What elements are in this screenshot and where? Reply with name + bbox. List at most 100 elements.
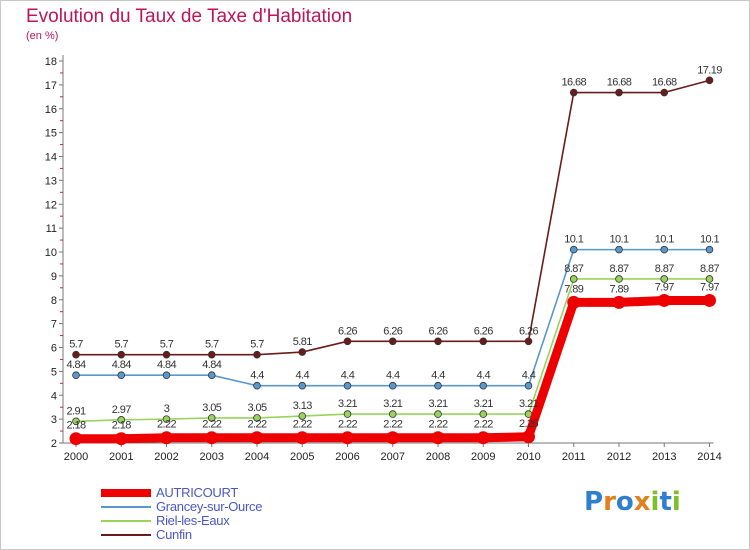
data-point-autricourt: [522, 430, 535, 444]
data-point-grancey-sur-ource: [162, 371, 171, 379]
data-label-grancey-sur-ource: 4.4: [296, 370, 310, 382]
legend-item-cunfin: Cunfin: [101, 528, 361, 542]
data-label-cunfin: 5.7: [115, 339, 129, 351]
data-point-cunfin: [479, 337, 488, 346]
data-label-riel-les-eaux: 3.13: [293, 400, 312, 412]
data-point-cunfin: [162, 350, 171, 359]
data-label-riel-les-eaux: 3.05: [202, 402, 221, 414]
data-point-riel-les-eaux: [298, 412, 307, 420]
data-point-grancey-sur-ource: [434, 381, 442, 390]
data-label-cunfin: 17.19: [697, 64, 722, 76]
data-label-grancey-sur-ource: 10.1: [609, 234, 628, 246]
data-label-autricourt: 2.22: [338, 419, 357, 431]
logo-letter: x: [633, 487, 651, 517]
logo-letter: i: [650, 487, 660, 517]
data-label-riel-les-eaux: 3.21: [383, 398, 402, 410]
data-label-cunfin: 16.68: [607, 77, 632, 89]
data-label-autricourt: 2.18: [112, 420, 131, 432]
logo-letter: i: [671, 487, 681, 517]
logo-letter: o: [615, 487, 634, 517]
data-point-autricourt: [567, 295, 581, 309]
data-point-cunfin: [343, 337, 352, 346]
data-label-riel-les-eaux: 3.05: [247, 402, 266, 414]
line-chart: 2 3 4 5 6 7 8 9 10 11 12 13 14 15 16 17 18 2000 2001 2002 20…: [45, 55, 723, 463]
x-tick-label: 2010: [516, 451, 540, 463]
data-label-cunfin: 16.68: [561, 77, 586, 89]
data-label-grancey-sur-ource: 4.4: [341, 370, 355, 382]
data-point-riel-les-eaux: [660, 275, 669, 283]
data-point-riel-les-eaux: [479, 410, 488, 418]
legend-swatch-riel-les-eaux: [101, 520, 151, 522]
x-tick-label: 2008: [426, 451, 450, 463]
data-label-grancey-sur-ource: 4.4: [250, 370, 264, 382]
data-point-autricourt: [205, 431, 219, 445]
y-tick-label: 10: [45, 247, 57, 259]
y-tick-label: 11: [46, 223, 57, 235]
data-point-grancey-sur-ource: [207, 371, 216, 379]
y-tick-label: 18: [45, 56, 57, 68]
data-label-grancey-sur-ource: 10.1: [655, 234, 674, 246]
y-tick-label: 13: [45, 175, 57, 187]
data-label-cunfin: 6.26: [428, 325, 447, 337]
x-tick-label: 2005: [290, 451, 314, 463]
x-tick-label: 2002: [154, 451, 178, 463]
data-point-riel-les-eaux: [615, 275, 623, 283]
x-tick-label: 2007: [381, 451, 405, 463]
data-point-grancey-sur-ource: [117, 371, 126, 379]
x-tick-label: 2006: [335, 451, 359, 463]
data-label-autricourt: 2.22: [428, 419, 447, 431]
legend-label-riel-les-eaux: Riel-les-Eaux: [156, 513, 230, 528]
data-point-grancey-sur-ource: [253, 381, 261, 390]
data-point-riel-les-eaux: [705, 275, 714, 283]
x-tick-label: 2014: [697, 451, 721, 463]
data-point-cunfin: [298, 348, 307, 356]
data-label-grancey-sur-ource: 4.4: [477, 370, 491, 382]
data-point-grancey-sur-ource: [615, 245, 623, 254]
data-point-autricourt: [250, 431, 264, 445]
data-point-grancey-sur-ource: [72, 371, 80, 379]
data-label-autricourt: 2.22: [383, 419, 402, 431]
data-point-riel-les-eaux: [434, 410, 442, 418]
x-tick-label: 2001: [109, 451, 133, 463]
data-label-riel-les-eaux: 8.87: [700, 263, 719, 275]
data-label-autricourt: 7.89: [564, 283, 583, 295]
y-tick-label: 8: [51, 295, 57, 307]
data-label-autricourt: 7.97: [700, 281, 719, 293]
data-point-autricourt: [431, 431, 445, 445]
data-point-riel-les-eaux: [253, 414, 261, 422]
data-point-cunfin: [569, 88, 578, 97]
legend-item-grancey-sur-ource: Grancey-sur-Ource: [101, 500, 361, 514]
data-label-grancey-sur-ource: 4.84: [157, 359, 176, 371]
data-point-autricourt: [295, 431, 309, 445]
data-point-cunfin: [434, 337, 442, 346]
data-label-autricourt: 2.22: [293, 419, 312, 431]
data-point-cunfin: [615, 88, 623, 97]
y-tick-label: 5: [51, 366, 57, 378]
data-point-cunfin: [117, 350, 126, 359]
data-label-grancey-sur-ource: 4.4: [431, 370, 445, 382]
y-tick-label: 17: [45, 80, 57, 92]
data-point-cunfin: [253, 350, 261, 359]
data-label-riel-les-eaux: 3.21: [428, 398, 447, 410]
data-label-autricourt: 2.26: [519, 418, 538, 430]
data-label-cunfin: 6.26: [519, 325, 538, 337]
data-point-riel-les-eaux: [117, 416, 126, 424]
data-point-riel-les-eaux: [569, 275, 578, 283]
data-point-riel-les-eaux: [162, 415, 171, 423]
data-point-autricourt: [341, 431, 354, 445]
y-tick-label: 4: [51, 390, 57, 402]
legend-label-autricourt: AUTRICOURT: [156, 485, 238, 500]
legend-swatch-autricourt: [101, 489, 151, 497]
proxiti-logo: Proxiti: [584, 487, 694, 527]
data-point-cunfin: [72, 350, 80, 359]
y-tick-label: 7: [51, 319, 57, 331]
data-point-grancey-sur-ource: [343, 381, 352, 390]
data-label-grancey-sur-ource: 4.84: [202, 359, 221, 371]
data-label-autricourt: 2.22: [202, 419, 221, 431]
data-label-riel-les-eaux: 3.21: [474, 398, 493, 410]
chart-title: Evolution du Taux de Taxe d'Habitation: [26, 6, 353, 27]
data-point-autricourt: [612, 295, 626, 309]
data-label-cunfin: 5.7: [160, 339, 174, 351]
data-point-grancey-sur-ource: [569, 245, 578, 254]
data-label-grancey-sur-ource: 4.4: [522, 370, 536, 382]
